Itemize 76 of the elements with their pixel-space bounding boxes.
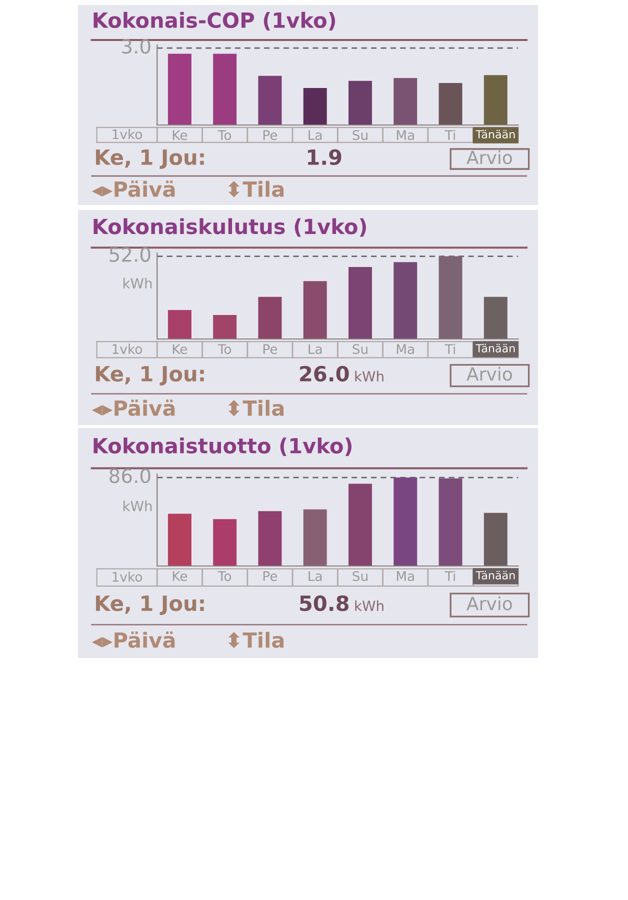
bar bbox=[303, 88, 327, 125]
text: ◂▸Päivä bbox=[92, 180, 175, 198]
text: kWh bbox=[355, 600, 384, 611]
x-tick-label: Su bbox=[352, 130, 368, 140]
bar bbox=[348, 267, 372, 339]
x-tick-label: Ma bbox=[396, 344, 414, 354]
x-tick-label: To bbox=[218, 571, 232, 582]
text: ◂▸Päivä bbox=[92, 400, 175, 416]
x-tick-label: Ke bbox=[172, 571, 188, 582]
y-axis-title: kWh bbox=[123, 500, 152, 512]
x-tick-label: La bbox=[308, 130, 322, 140]
chart-title: Kokonais-COP (1vko) bbox=[94, 12, 336, 30]
x-tick-label: Ke bbox=[172, 130, 188, 140]
x-tick-label: Ma bbox=[396, 130, 414, 140]
text: Arvio bbox=[466, 150, 512, 164]
x-tick-label: To bbox=[218, 130, 232, 140]
bar bbox=[438, 82, 462, 125]
bar bbox=[303, 281, 327, 339]
text: Ke, 1 Jou: bbox=[96, 366, 204, 386]
text: 50.8 bbox=[300, 595, 349, 612]
text: 52.0 bbox=[110, 247, 150, 262]
x-tick-label: Tänään bbox=[476, 344, 515, 352]
bar bbox=[213, 54, 237, 125]
x-tick-label: Su bbox=[352, 344, 368, 354]
text: 1vko bbox=[112, 572, 142, 582]
bar bbox=[438, 256, 462, 339]
bar bbox=[213, 315, 237, 339]
chart-title: Kokonaiskulutus (1vko) bbox=[94, 218, 366, 237]
x-tick-label: Pe bbox=[263, 344, 278, 354]
bar bbox=[213, 519, 237, 566]
bar bbox=[484, 296, 508, 339]
bar bbox=[394, 262, 418, 339]
bar bbox=[394, 78, 418, 125]
bar bbox=[484, 75, 508, 125]
text: 3.0 bbox=[122, 39, 150, 54]
bar bbox=[168, 310, 192, 339]
x-tick-label: To bbox=[218, 344, 232, 354]
x-tick-label: Tänään bbox=[476, 570, 515, 580]
bar bbox=[348, 484, 372, 566]
text: 1vko bbox=[112, 129, 142, 140]
text: kWh bbox=[355, 370, 384, 382]
text: 26.0 bbox=[300, 366, 349, 382]
bar bbox=[258, 511, 282, 566]
text: ⬍Tila bbox=[228, 180, 284, 198]
x-tick-label: Ti bbox=[444, 570, 455, 581]
bar bbox=[168, 54, 192, 125]
text: 1vko bbox=[112, 344, 142, 354]
text: Ke, 1 Jou: bbox=[96, 150, 204, 169]
y-axis-title: kWh bbox=[123, 278, 152, 288]
text: ⬍Tila bbox=[228, 632, 284, 648]
text: Ke, 1 Jou: bbox=[96, 596, 204, 616]
bar bbox=[303, 509, 327, 566]
x-tick-label: La bbox=[308, 344, 322, 354]
bar bbox=[258, 296, 282, 339]
text: ⬍Tila bbox=[228, 400, 284, 416]
bar bbox=[348, 80, 372, 125]
x-tick-label: Ma bbox=[396, 571, 414, 582]
bar bbox=[168, 514, 192, 566]
bar bbox=[394, 478, 418, 566]
x-tick-label: La bbox=[308, 571, 322, 582]
bar bbox=[438, 478, 462, 566]
x-tick-label: Su bbox=[352, 571, 368, 582]
x-tick-label: Pe bbox=[263, 130, 278, 140]
x-tick-label: Ti bbox=[444, 130, 455, 140]
text: 1.9 bbox=[308, 149, 342, 166]
x-tick-label: Ti bbox=[444, 344, 455, 354]
text: Arvio bbox=[466, 596, 512, 610]
x-tick-label: Tänään bbox=[476, 130, 515, 138]
bar bbox=[484, 512, 508, 566]
text: Arvio bbox=[466, 366, 512, 381]
chart-title: Kokonaistuotto (1vko) bbox=[94, 437, 352, 456]
text: 86.0 bbox=[110, 468, 150, 484]
bar bbox=[258, 76, 282, 125]
text: ◂▸Päivä bbox=[92, 632, 175, 648]
x-tick-label: Pe bbox=[263, 571, 278, 582]
x-tick-label: Ke bbox=[172, 344, 188, 354]
